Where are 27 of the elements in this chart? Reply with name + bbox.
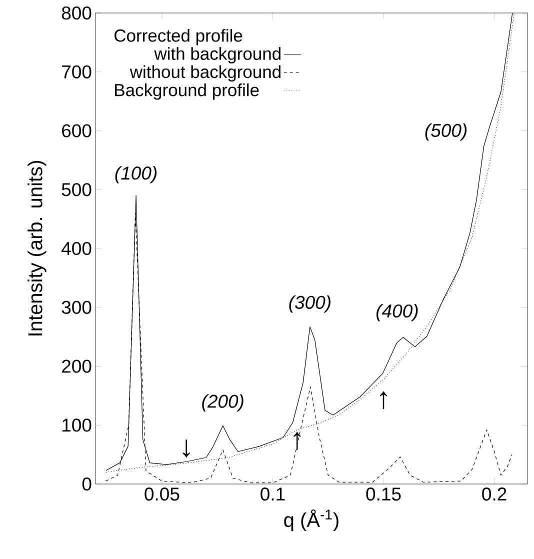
y-axis-title: Intensity (arb. units): [28, 161, 46, 336]
legend-label: without background: [130, 65, 280, 82]
annotation: (400): [376, 304, 418, 322]
legend-label: Background profile: [115, 83, 259, 100]
x-tick-label: 0.15: [366, 488, 401, 501]
annotation: (300): [289, 295, 330, 313]
x-axis-title: q (Å$^{-1}$): [284, 509, 338, 532]
annotation: (100): [115, 166, 157, 184]
y-tick-label: 600: [62, 124, 92, 138]
y-tick-label: 400: [62, 242, 92, 256]
y-tick-label: 100: [62, 418, 92, 432]
annotation: ↑: [380, 391, 388, 410]
y-tick-label: 800: [62, 6, 92, 20]
legend-label: with background: [154, 47, 280, 64]
x-tick-label: 0.05: [144, 488, 180, 501]
y-tick-label: 0: [82, 477, 92, 491]
x-tick-label: 0.2: [482, 488, 506, 501]
x-tick-label: 0.1: [260, 488, 285, 501]
y-tick-label: 200: [62, 360, 92, 373]
annotation: ↓: [182, 440, 190, 458]
y-tick-label: 300: [62, 300, 92, 314]
y-tick-label: 700: [62, 65, 92, 78]
annotation: ↑: [294, 432, 301, 450]
annotation: (500): [425, 123, 467, 141]
y-tick-label: 500: [62, 183, 92, 196]
annotation: (200): [202, 394, 244, 412]
legend-title: Corrected profile: [114, 28, 242, 46]
